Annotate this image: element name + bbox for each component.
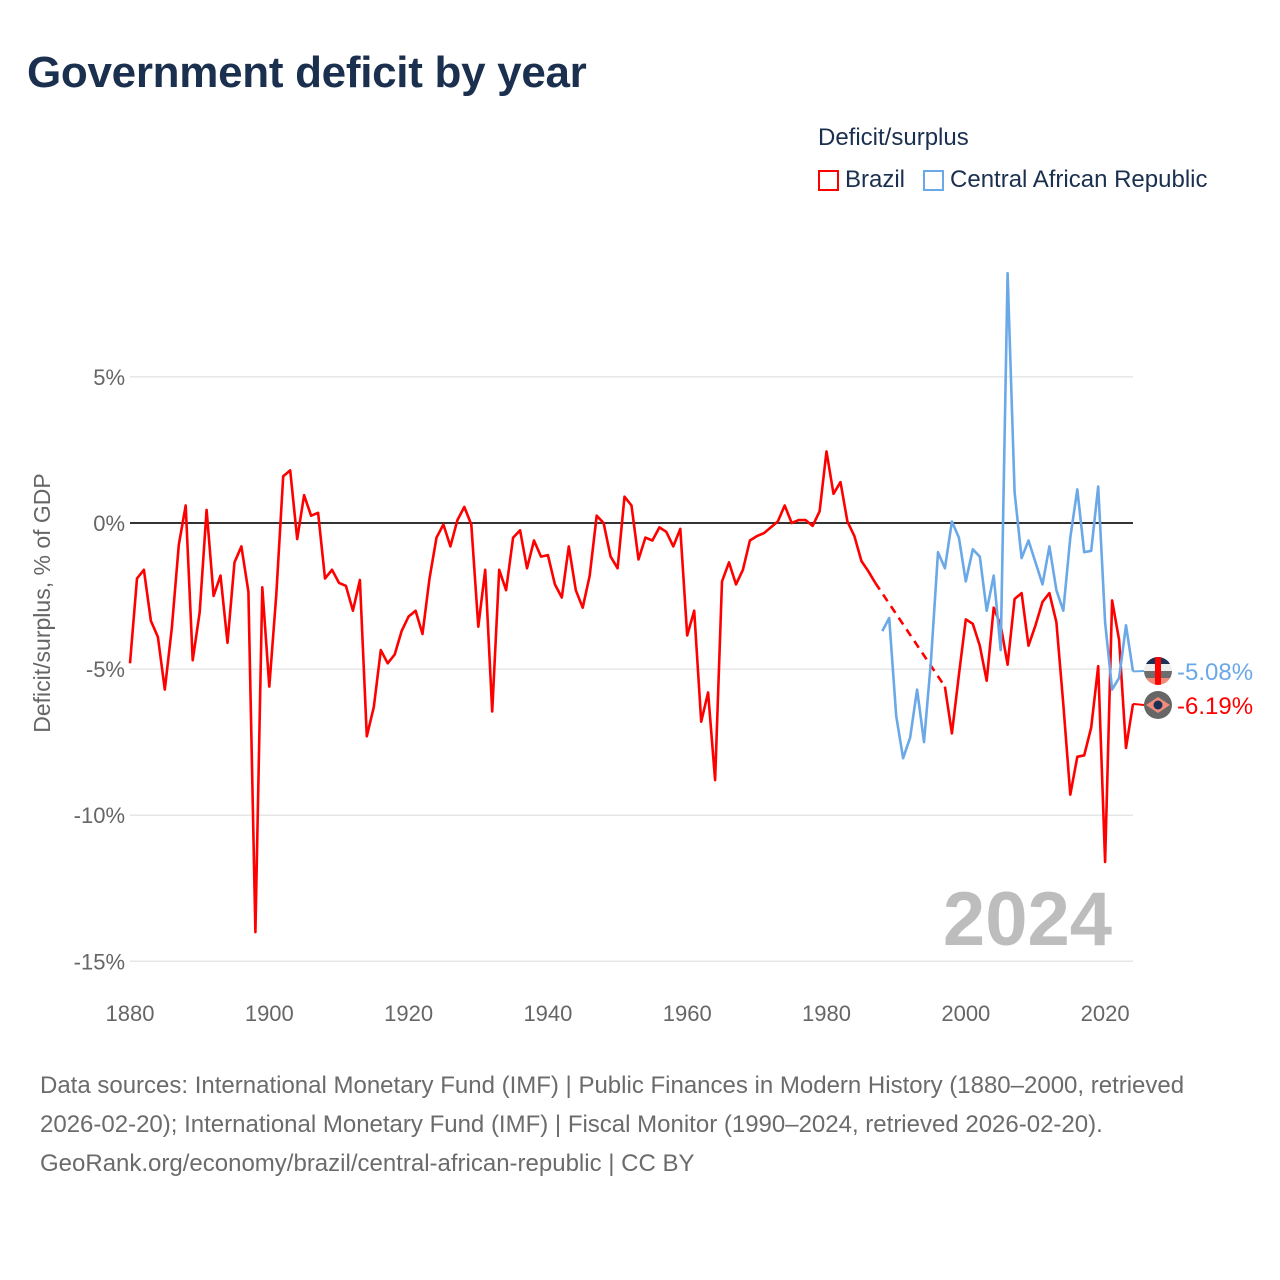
y-tick-label: -10% [74,803,125,828]
footer: Data sources: International Monetary Fun… [40,1066,1240,1183]
y-tick-label: -15% [74,949,125,974]
series-line-brazil [128,450,877,934]
legend-item-brazil[interactable]: Brazil [818,166,905,194]
y-tick-label: -5% [86,657,125,682]
flag-center-band [1155,657,1161,685]
legend-item-central-african-republic[interactable]: Central African Republic [923,166,1207,194]
data-sources: Data sources: International Monetary Fun… [40,1072,1185,1138]
legend-label-car: Central African Republic [950,166,1208,193]
series-line-central-african-republic [881,271,1135,760]
legend: Brazil Central African Republic [818,166,1207,194]
series-gap-brazil [874,582,946,688]
flag-icon-brazil [1144,691,1172,719]
year-watermark: 2024 [943,877,1112,962]
series-line-brazil [943,591,1135,864]
y-tick-label: 0% [93,511,125,536]
end-value-label-brazil: -6.19% [1177,693,1253,720]
legend-swatch-car [923,169,945,191]
x-tick-label: 2020 [1081,1001,1130,1026]
legend-title: Deficit/surplus [818,124,969,151]
x-tick-label: 1980 [802,1001,851,1026]
end-value-label-central-african-republic: -5.08% [1177,659,1253,686]
flag-car-stripes [1144,657,1172,685]
flag-icon-central-african-republic [1144,657,1172,685]
flag-globe [1153,700,1163,710]
x-tick-label: 1940 [523,1001,572,1026]
y-tick-label: 5% [93,365,125,390]
source-link[interactable]: GeoRank.org/economy/brazil/central-afric… [40,1150,695,1177]
x-tick-label: 1960 [663,1001,712,1026]
x-tick-label: 2000 [941,1001,990,1026]
x-tick-label: 1900 [245,1001,294,1026]
legend-label-brazil: Brazil [845,166,906,193]
legend-swatch-brazil [818,169,839,191]
x-tick-label: 1880 [106,1001,155,1026]
y-axis-label: Deficit/surplus, % of GDP [29,473,55,732]
chart-title: Government deficit by year [27,48,587,97]
end-connector-brazil [1132,702,1145,706]
x-tick-label: 1920 [384,1001,433,1026]
